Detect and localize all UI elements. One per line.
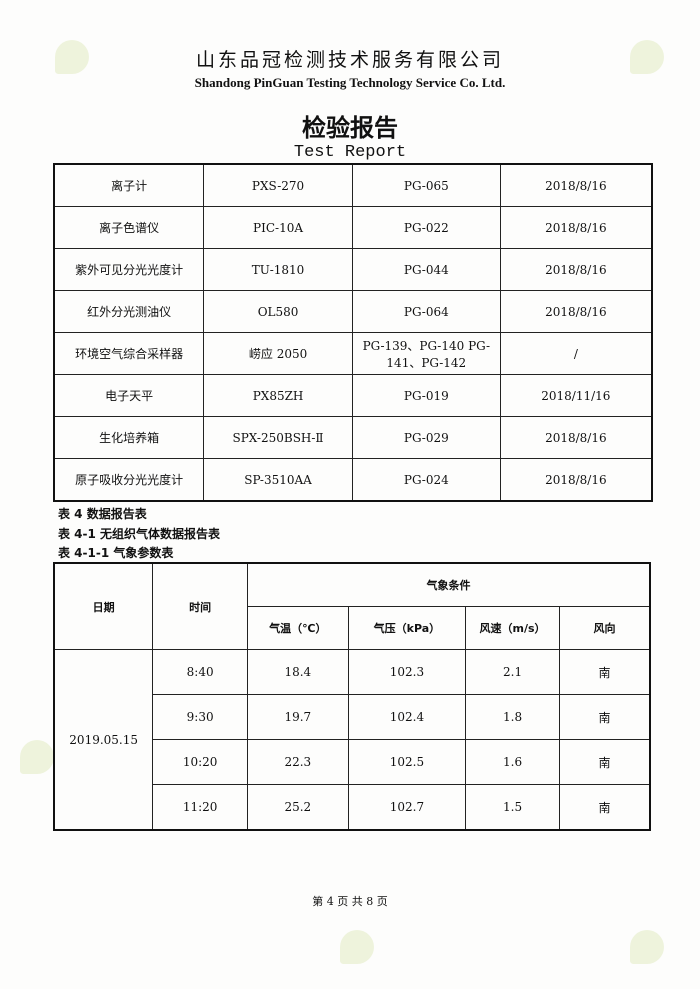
table-row: 10:20 22.3 102.5 1.6 南 bbox=[54, 739, 651, 785]
wind-speed-cell: 2.1 bbox=[465, 649, 560, 695]
wind-dir-cell: 南 bbox=[558, 694, 651, 740]
wind-speed-cell: 1.8 bbox=[465, 694, 560, 740]
temp-cell: 18.4 bbox=[246, 649, 349, 695]
asset-id: PG-064 bbox=[351, 290, 501, 333]
table-row: 2019.05.15 8:40 18.4 102.3 2.1 南 bbox=[53, 649, 651, 831]
wind-dir-cell: 南 bbox=[558, 739, 651, 785]
wind-dir-cell: 南 bbox=[558, 649, 651, 695]
model: PXS-270 bbox=[203, 163, 353, 207]
asset-id: PG-029 bbox=[351, 416, 501, 459]
watermark-logo bbox=[630, 930, 664, 964]
caption-table-4: 表 4 数据报告表 bbox=[58, 507, 147, 521]
time-cell: 9:30 bbox=[152, 694, 248, 740]
pressure-cell: 102.4 bbox=[347, 694, 467, 740]
header-time: 时间 bbox=[152, 562, 248, 650]
asset-id: PG-139、PG-140 PG-141、PG-142 bbox=[351, 332, 501, 375]
table-row: 电子天平 PX85ZH PG-019 2018/11/16 bbox=[53, 374, 653, 417]
model: 崂应 2050 bbox=[203, 332, 353, 375]
calibration-date: / bbox=[499, 332, 653, 375]
caption-table-4-1-1: 表 4-1-1 气象参数表 bbox=[58, 546, 174, 560]
table-row: 紫外可见分光光度计 TU-1810 PG-044 2018/8/16 bbox=[53, 248, 653, 291]
header-conditions: 气象条件 bbox=[246, 562, 651, 607]
model: PX85ZH bbox=[203, 374, 353, 417]
model: OL580 bbox=[203, 290, 353, 333]
company-name-cn: 山东品冠检测技术服务有限公司 bbox=[195, 49, 504, 71]
equipment-name: 离子计 bbox=[53, 163, 205, 207]
asset-id: PG-019 bbox=[351, 374, 501, 417]
pressure-cell: 102.5 bbox=[347, 739, 467, 785]
time-cell: 11:20 bbox=[152, 784, 248, 831]
page-number: 第 4 页 共 8 页 bbox=[312, 895, 388, 908]
watermark-logo bbox=[630, 40, 664, 74]
asset-id: PG-024 bbox=[351, 458, 501, 502]
header-temp: 气温（℃） bbox=[246, 606, 349, 650]
header-wind-dir: 风向 bbox=[558, 606, 651, 650]
watermark-logo bbox=[340, 930, 374, 964]
calibration-date: 2018/8/16 bbox=[499, 458, 653, 502]
table-row: 原子吸收分光光度计 SP-3510AA PG-024 2018/8/16 bbox=[53, 458, 653, 502]
equipment-name: 生化培养箱 bbox=[53, 416, 205, 459]
calibration-date: 2018/11/16 bbox=[499, 374, 653, 417]
caption-table-4-1: 表 4-1 无组织气体数据报告表 bbox=[58, 527, 221, 541]
table-row: 离子色谱仪 PIC-10A PG-022 2018/8/16 bbox=[53, 206, 653, 249]
wind-speed-cell: 1.6 bbox=[465, 739, 560, 785]
table-row: 红外分光测油仪 OL580 PG-064 2018/8/16 bbox=[53, 290, 653, 333]
report-title-cn: 检验报告 bbox=[302, 114, 398, 142]
wind-speed-cell: 1.5 bbox=[465, 784, 560, 831]
table-row: 环境空气综合采样器 崂应 2050 PG-139、PG-140 PG-141、PG-… bbox=[53, 332, 653, 375]
time-cell: 8:40 bbox=[152, 649, 248, 695]
calibration-date: 2018/8/16 bbox=[499, 248, 653, 291]
watermark-logo bbox=[20, 740, 54, 774]
asset-id: PG-022 bbox=[351, 206, 501, 249]
temp-cell: 22.3 bbox=[246, 739, 349, 785]
asset-id: PG-065 bbox=[351, 163, 501, 207]
table-row: 离子计 PXS-270 PG-065 2018/8/16 bbox=[53, 163, 653, 207]
date-cell: 2019.05.15 bbox=[53, 649, 154, 831]
temp-cell: 19.7 bbox=[246, 694, 349, 740]
equipment-name: 紫外可见分光光度计 bbox=[53, 248, 205, 291]
time-cell: 10:20 bbox=[152, 739, 248, 785]
header-wind-speed: 风速（m/s） bbox=[465, 606, 560, 650]
calibration-date: 2018/8/16 bbox=[499, 206, 653, 249]
equipment-name: 环境空气综合采样器 bbox=[53, 332, 205, 375]
equipment-name: 红外分光测油仪 bbox=[53, 290, 205, 333]
equipment-table: 离子计 PXS-270 PG-065 2018/8/16 离子色谱仪 PIC-10A PG-… bbox=[53, 163, 653, 502]
table-row: 9:30 19.7 102.4 1.8 南 bbox=[54, 694, 651, 740]
temp-cell: 25.2 bbox=[246, 784, 349, 831]
calibration-date: 2018/8/16 bbox=[499, 416, 653, 459]
company-name-en: Shandong PinGuan Testing Technology Serv… bbox=[194, 75, 506, 90]
header-date: 日期 bbox=[53, 562, 154, 650]
report-title-en: Test Report bbox=[293, 143, 407, 162]
equipment-name: 离子色谱仪 bbox=[53, 206, 205, 249]
calibration-date: 2018/8/16 bbox=[499, 163, 653, 207]
calibration-date: 2018/8/16 bbox=[499, 290, 653, 333]
model: SP-3510AA bbox=[203, 458, 353, 502]
model: TU-1810 bbox=[203, 248, 353, 291]
model: PIC-10A bbox=[203, 206, 353, 249]
table-row: 11:20 25.2 102.7 1.5 南 bbox=[54, 784, 651, 831]
model: SPX-250BSH-Ⅱ bbox=[203, 416, 353, 459]
equipment-name: 电子天平 bbox=[53, 374, 205, 417]
watermark-logo bbox=[55, 40, 89, 74]
weather-table: 日期 时间 气象条件 气温（℃） 气压（kPa） 风速（m/s） 风向 2019… bbox=[53, 562, 651, 831]
equipment-name: 原子吸收分光光度计 bbox=[53, 458, 205, 502]
pressure-cell: 102.3 bbox=[347, 649, 467, 695]
asset-id: PG-044 bbox=[351, 248, 501, 291]
table-row: 生化培养箱 SPX-250BSH-Ⅱ PG-029 2018/8/16 bbox=[53, 416, 653, 459]
pressure-cell: 102.7 bbox=[347, 784, 467, 831]
wind-dir-cell: 南 bbox=[558, 784, 651, 831]
header-pressure: 气压（kPa） bbox=[347, 606, 467, 650]
